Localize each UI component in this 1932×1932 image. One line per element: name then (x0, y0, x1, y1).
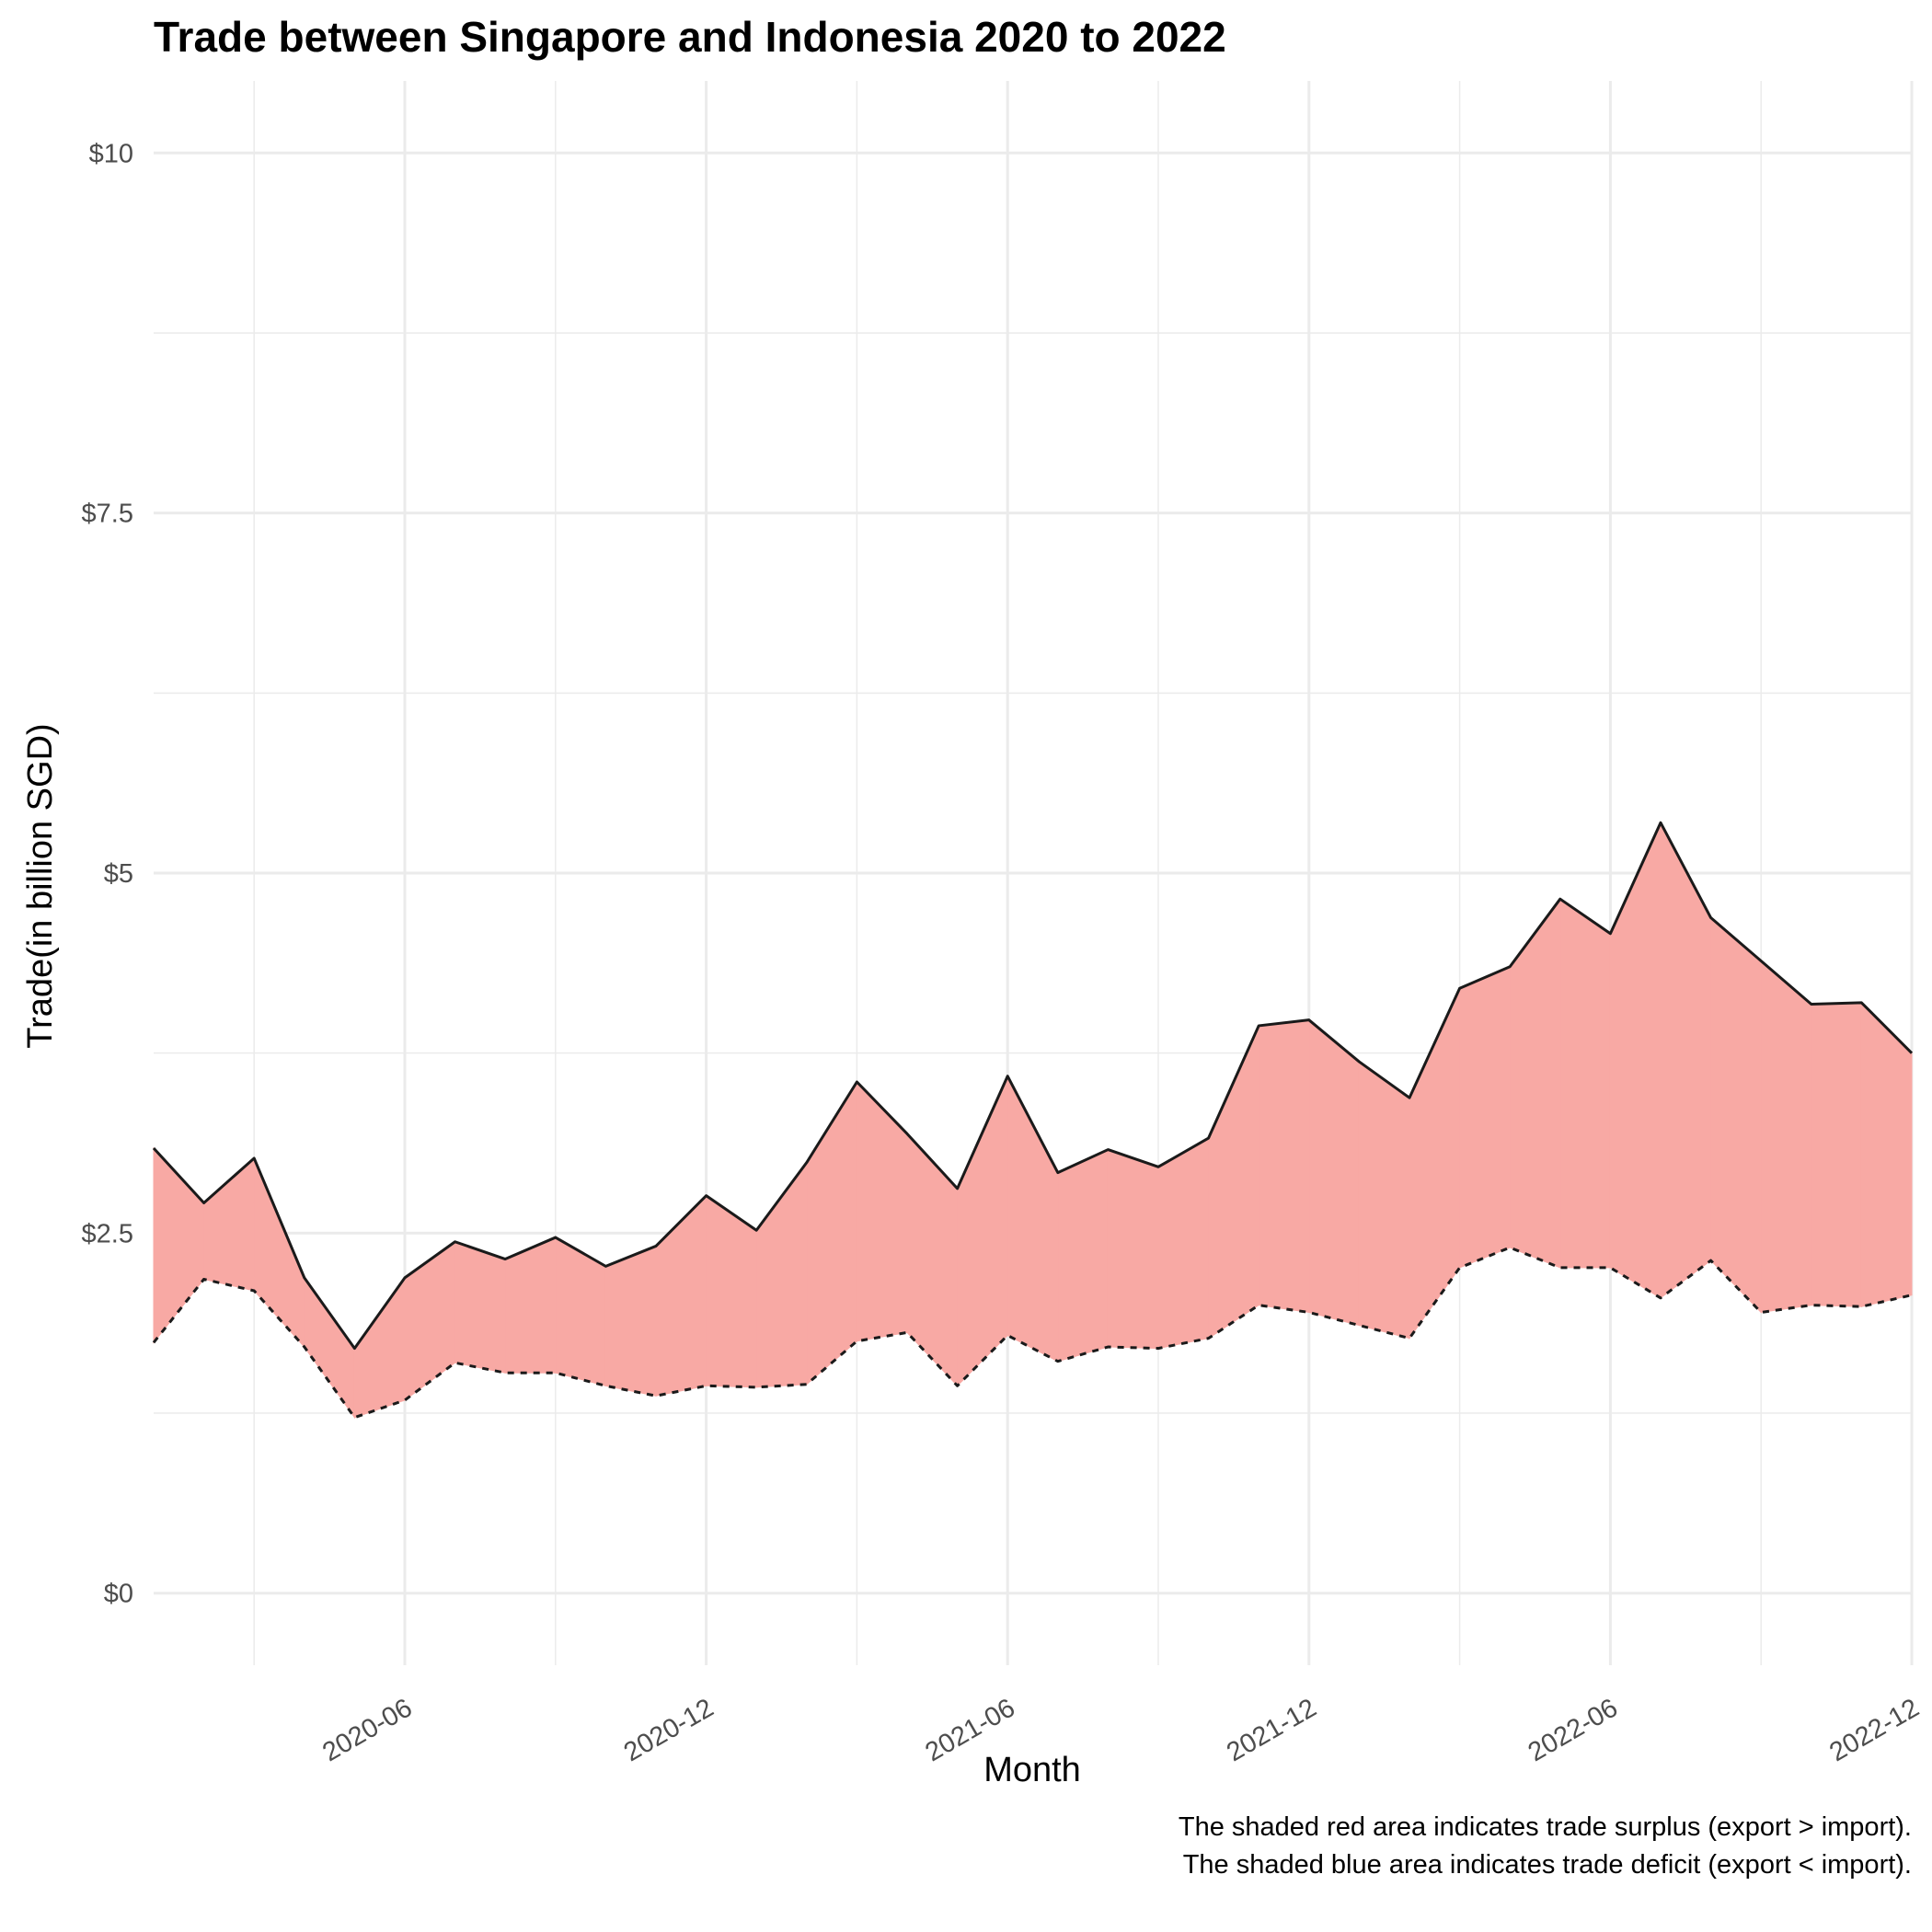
caption-line-2: The shaded blue area indicates trade def… (1183, 1850, 1912, 1880)
y-tick-label: $0 (104, 1580, 133, 1609)
x-tick-label: 2022-12 (1824, 1693, 1924, 1767)
surplus-area-segment (504, 1236, 557, 1374)
y-tick-label: $5 (104, 859, 133, 889)
surplus-area-segment (1760, 960, 1812, 1314)
surplus-area-segment (604, 1245, 657, 1397)
surplus-area-segment (655, 1194, 707, 1397)
area-fills (153, 822, 1913, 1420)
surplus-area-segment (1157, 1137, 1210, 1350)
surplus-area-segment (1811, 1002, 1862, 1307)
x-axis-tick-labels: 2020-06 2020-12 2021-06 2021-12 2022-06 2022-… (317, 1693, 1924, 1767)
surplus-area-segment (555, 1236, 606, 1386)
surplus-area-segment (404, 1240, 456, 1401)
surplus-area-segment (1459, 965, 1511, 1269)
x-tick-label: 2021-12 (1222, 1693, 1321, 1767)
x-tick-label: 2020-12 (619, 1693, 719, 1767)
surplus-area-segment (1559, 898, 1611, 1269)
chart-title: Trade between Singapore and Indonesia 20… (154, 13, 1226, 61)
surplus-area-segment (1860, 1001, 1913, 1307)
surplus-area-segment (856, 1080, 908, 1342)
y-tick-label: $2.5 (82, 1219, 133, 1248)
x-axis-title: Month (983, 1751, 1081, 1789)
surplus-area-segment (304, 1276, 355, 1420)
y-axis-title: Trade(in billion SGD) (21, 723, 60, 1048)
export-line (152, 821, 1914, 1351)
surplus-area-segment (1660, 822, 1712, 1299)
surplus-area-segment (1358, 1061, 1410, 1340)
surplus-area-segment (454, 1241, 506, 1374)
surplus-area-segment (806, 1080, 857, 1386)
surplus-area-segment (1208, 1025, 1259, 1340)
caption-line-1: The shaded red area indicates trade surp… (1179, 1812, 1912, 1842)
surplus-area-segment (353, 1276, 406, 1419)
x-tick-label: 2022-06 (1524, 1693, 1623, 1767)
series-lines (152, 821, 1914, 1420)
surplus-area-segment (1057, 1148, 1109, 1363)
y-tick-label: $7.5 (82, 500, 133, 529)
surplus-area-segment (906, 1133, 959, 1387)
surplus-area-segment (1710, 916, 1762, 1314)
surplus-area-segment (1609, 822, 1662, 1299)
surplus-area-segment (203, 1156, 255, 1292)
surplus-area-segment (1258, 1019, 1310, 1314)
y-tick-label: $10 (89, 139, 133, 168)
x-tick-label: 2020-06 (317, 1693, 417, 1767)
grid-lines (154, 81, 1914, 1665)
import-line (152, 1246, 1913, 1420)
surplus-area-segment (957, 1075, 1008, 1387)
y-axis-tick-labels: $0 $2.5 $5 $7.5 $10 (82, 139, 133, 1608)
surplus-area-segment (1308, 1018, 1360, 1327)
surplus-area-segment (1107, 1148, 1159, 1350)
surplus-area-segment (1006, 1075, 1059, 1363)
